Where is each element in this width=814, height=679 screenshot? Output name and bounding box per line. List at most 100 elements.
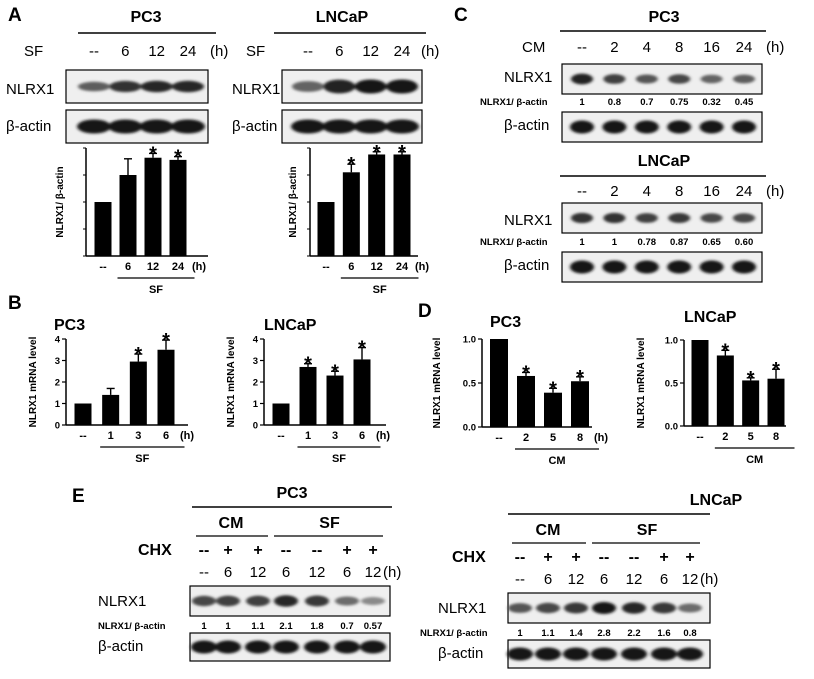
e-chx-mark: + bbox=[368, 542, 377, 559]
blot-band bbox=[603, 213, 625, 223]
blot-band bbox=[732, 121, 756, 134]
e-pc3-block: PC3CM SFCHX -- + + -- -- + +-- 6 12 6 12 6 12 (h)NLRX1β… bbox=[98, 485, 401, 661]
blot-band bbox=[108, 120, 142, 134]
a-pc3-time-label: 6 bbox=[121, 43, 129, 60]
y-tick-label: 0.0 bbox=[665, 422, 678, 433]
e-time-label: 6 bbox=[660, 571, 668, 588]
x-tick-label: 2 bbox=[523, 432, 529, 444]
e-time-label: 6 bbox=[600, 571, 608, 588]
e-ratio: 1.1 bbox=[541, 628, 555, 639]
c-lncap-protein-nlrx1: NLRX1 bbox=[504, 212, 552, 229]
bar bbox=[717, 355, 734, 426]
blot-band bbox=[273, 641, 299, 654]
x-tick-label: 3 bbox=[135, 430, 141, 442]
e-title: LNCaP bbox=[690, 492, 743, 509]
c-pc3-ratio: 0.32 bbox=[702, 97, 721, 108]
bar bbox=[354, 359, 371, 425]
a-lncap-time-label: -- bbox=[303, 43, 313, 60]
bar bbox=[95, 202, 112, 256]
bar bbox=[75, 404, 92, 426]
c-pc3-title: PC3 bbox=[648, 9, 679, 26]
blot-band bbox=[246, 596, 270, 607]
e-chx-mark: -- bbox=[629, 549, 640, 566]
significance-star: * bbox=[358, 338, 366, 360]
x-axis-label: CM bbox=[746, 454, 763, 466]
c-lncap-time-label: 24 bbox=[736, 183, 753, 200]
e-ratio-label: NLRX1/ β-actin bbox=[98, 621, 166, 632]
a-pc3-bar-chart: -- 6*12*24 (h)SFNLRX1/ β-actin bbox=[55, 143, 208, 296]
x-tick-label: -- bbox=[79, 430, 87, 442]
e-ratio-label: NLRX1/ β-actin bbox=[420, 628, 488, 639]
blot-band bbox=[385, 120, 419, 134]
x-tick-label: 2 bbox=[722, 431, 728, 443]
e-chx-mark: + bbox=[342, 542, 351, 559]
c-pc3-ratio-label: NLRX1/ β-actin bbox=[480, 97, 548, 108]
c-pc3-nlrx1-blot bbox=[562, 64, 762, 94]
blot-band bbox=[507, 648, 533, 661]
c-pc3-ratio: 0.45 bbox=[735, 97, 754, 108]
bar bbox=[394, 154, 411, 256]
c-lncap-time-label: 8 bbox=[675, 183, 683, 200]
e-chx-mark: -- bbox=[199, 542, 210, 559]
e-ratio: 1.4 bbox=[569, 628, 583, 639]
y-axis-label: NLRX1 mRNA level bbox=[432, 337, 443, 428]
significance-star: * bbox=[162, 330, 170, 352]
e-time-label: -- bbox=[199, 564, 209, 581]
e-chx-mark: + bbox=[543, 549, 552, 566]
y-tick-label: 3 bbox=[55, 356, 60, 367]
blot-band bbox=[570, 261, 594, 274]
blot-band bbox=[635, 261, 659, 274]
blot-band bbox=[635, 121, 659, 134]
b-pc3-title: PC3 bbox=[54, 317, 85, 334]
e-ratio: 2.2 bbox=[627, 628, 640, 639]
e-chx-mark: + bbox=[659, 549, 668, 566]
e-protein-nlrx1: NLRX1 bbox=[98, 593, 146, 610]
d-lncap-bar-chart: 0.00.51.0--*2*5*8CMNLRX1 mRNA level bbox=[636, 336, 795, 467]
c-pc3-time-label: 4 bbox=[643, 39, 651, 56]
x-tick-label: -- bbox=[99, 261, 107, 273]
c-lncap-time-label: -- bbox=[577, 183, 587, 200]
blot-band bbox=[291, 120, 325, 134]
x-unit: (h) bbox=[180, 430, 194, 442]
x-tick-label: -- bbox=[322, 261, 330, 273]
a-lncap-protein-actin: β-actin bbox=[232, 118, 277, 135]
blot-band bbox=[732, 261, 756, 274]
c-lncap-ratio: 0.60 bbox=[735, 237, 754, 248]
c-lncap-ratio: 0.87 bbox=[670, 237, 689, 248]
blot-band bbox=[361, 597, 385, 605]
c-pc3-ratio: 0.75 bbox=[670, 97, 689, 108]
a-lncap-condition: SF bbox=[246, 43, 265, 60]
x-tick-label: 6 bbox=[359, 430, 365, 442]
a-lncap-bar-chart: -- * 6 * 12 * 24 (h) SF NLRX1/ β-actin bbox=[288, 142, 429, 296]
e-chx-mark: + bbox=[571, 549, 580, 566]
a-pc3-time-label: 12 bbox=[148, 43, 165, 60]
x-tick-label: 5 bbox=[748, 431, 754, 443]
c-lncap-time-label: 2 bbox=[610, 183, 618, 200]
y-tick-label: 1.0 bbox=[665, 336, 678, 347]
panel-b-letter: B bbox=[8, 293, 22, 314]
bar bbox=[318, 202, 335, 256]
e-chx-mark: + bbox=[223, 542, 232, 559]
e-ratio: 0.7 bbox=[340, 621, 353, 632]
x-tick-label: 6 bbox=[163, 430, 169, 442]
c-pc3-time-label: 16 bbox=[703, 39, 720, 56]
significance-star: * bbox=[522, 362, 530, 384]
y-tick-label: 2 bbox=[253, 378, 258, 389]
e-ratio: 1.6 bbox=[657, 628, 670, 639]
e-time-label: 12 bbox=[365, 564, 382, 581]
e-ratio: 1.8 bbox=[310, 621, 323, 632]
blot-band bbox=[360, 641, 386, 654]
blot-band bbox=[700, 261, 724, 274]
e-chx-mark: + bbox=[253, 542, 262, 559]
y-tick-label: 0 bbox=[253, 421, 258, 432]
blot-band bbox=[668, 213, 690, 223]
significance-star: * bbox=[576, 367, 584, 389]
a-lncap-protein-nlrx1: NLRX1 bbox=[232, 81, 280, 98]
a-pc3-title: PC3 bbox=[130, 9, 161, 26]
blot-band bbox=[700, 121, 724, 134]
c-lncap-unit: (h) bbox=[766, 183, 784, 200]
blot-band bbox=[701, 213, 723, 223]
y-tick-label: 1 bbox=[55, 399, 61, 410]
c-pc3-time-label: 24 bbox=[736, 39, 753, 56]
